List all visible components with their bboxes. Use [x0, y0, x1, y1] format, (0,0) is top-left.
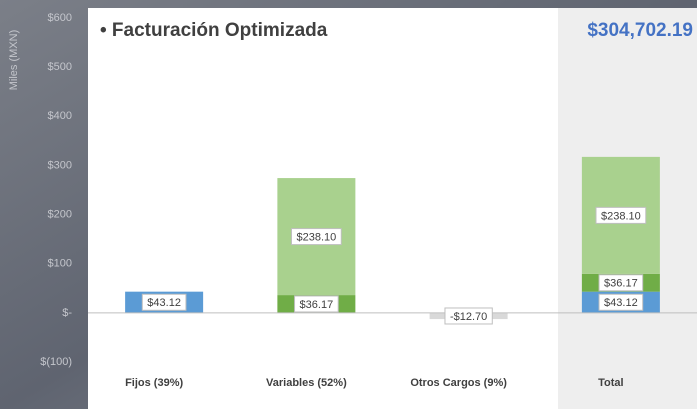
value-label-box: [598, 274, 644, 292]
y-axis-label: Miles (MXN): [8, 30, 20, 91]
y-tick-label: $-: [62, 307, 72, 319]
y-tick-label: $200: [48, 208, 72, 220]
value-label-box: [598, 293, 644, 311]
value-label: -$12.70: [450, 311, 487, 323]
x-tick-label: Otros Cargos (9%): [410, 377, 507, 389]
y-tick-label: $(100): [40, 356, 72, 368]
value-label: $43.12: [604, 297, 638, 309]
value-label-box: [290, 228, 342, 246]
value-label: $36.17: [300, 299, 334, 311]
y-tick-label: $500: [48, 61, 72, 73]
y-tick-label: $400: [48, 110, 72, 122]
value-label: $238.10: [296, 231, 336, 243]
value-label: $43.12: [147, 297, 181, 309]
value-label-box: [294, 295, 339, 313]
y-tick-label: $300: [48, 159, 72, 171]
total-annotation: $304,702.19: [587, 20, 693, 41]
chart-title: • Facturación Optimizada: [100, 20, 328, 41]
value-label-box: [141, 293, 187, 311]
x-tick-label: Variables (52%): [266, 377, 347, 389]
value-label: $36.17: [604, 278, 638, 290]
x-tick-label: Total: [598, 377, 623, 389]
y-tick-label: $100: [48, 258, 72, 270]
x-tick-label: Fijos (39%): [125, 377, 183, 389]
value-label-box: [595, 206, 647, 224]
value-label-box: [444, 307, 493, 325]
y-tick-label: $600: [48, 12, 72, 24]
value-label: $238.10: [601, 210, 641, 222]
